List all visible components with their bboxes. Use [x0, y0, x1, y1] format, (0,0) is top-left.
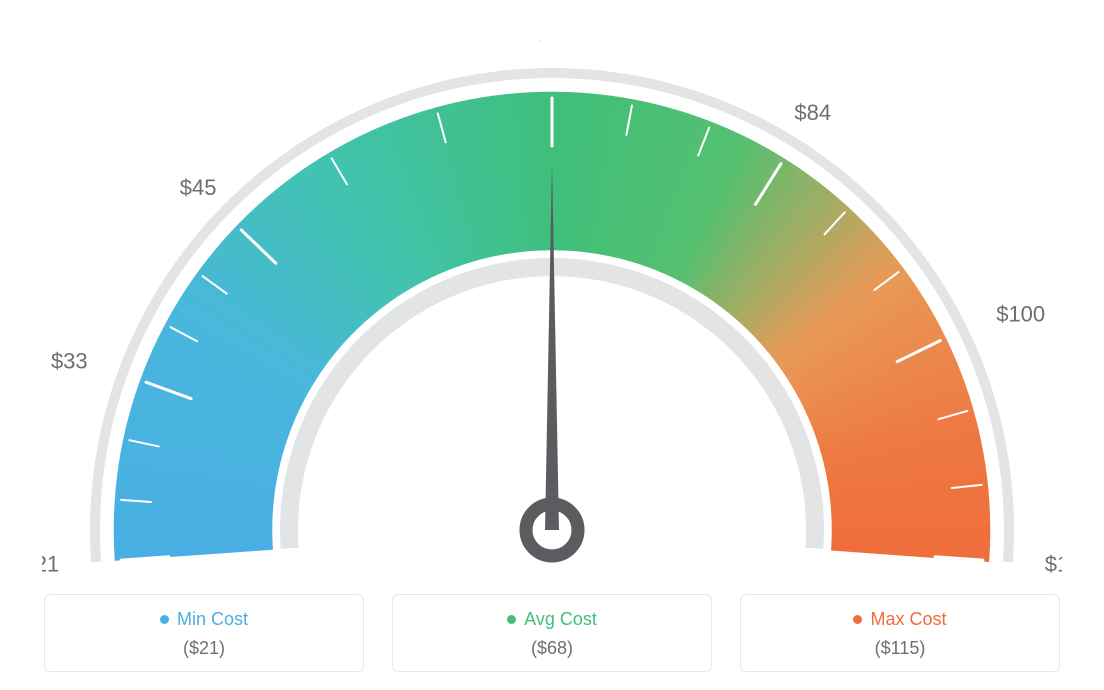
gauge-tick-label: $33: [51, 349, 88, 374]
legend-dot-min: [160, 615, 169, 624]
legend-title-avg: Avg Cost: [507, 609, 597, 630]
gauge-tick-label: $84: [794, 100, 831, 125]
legend-value-avg: ($68): [403, 638, 701, 659]
legend-label-max: Max Cost: [870, 609, 946, 630]
gauge-tick-label: $115: [1045, 551, 1062, 576]
gauge-chart: $21 $33 $45 $68 $84 $100 $115: [42, 40, 1062, 580]
legend-title-max: Max Cost: [853, 609, 946, 630]
legend-value-min: ($21): [55, 638, 353, 659]
legend-card-avg: Avg Cost ($68): [392, 594, 712, 672]
legend-card-max: Max Cost ($115): [740, 594, 1060, 672]
gauge-tick-label: $100: [996, 301, 1045, 326]
legend-label-min: Min Cost: [177, 609, 248, 630]
legend-dot-avg: [507, 615, 516, 624]
legend-title-min: Min Cost: [160, 609, 248, 630]
legend-dot-max: [853, 615, 862, 624]
legend-row: Min Cost ($21) Avg Cost ($68) Max Cost (…: [0, 594, 1104, 672]
legend-label-avg: Avg Cost: [524, 609, 597, 630]
gauge-tick-label: $21: [42, 551, 59, 576]
gauge-tick-label: $68: [534, 40, 571, 44]
legend-value-max: ($115): [751, 638, 1049, 659]
gauge-tick-label: $45: [180, 175, 217, 200]
legend-card-min: Min Cost ($21): [44, 594, 364, 672]
gauge-svg: $21 $33 $45 $68 $84 $100 $115: [42, 40, 1062, 580]
